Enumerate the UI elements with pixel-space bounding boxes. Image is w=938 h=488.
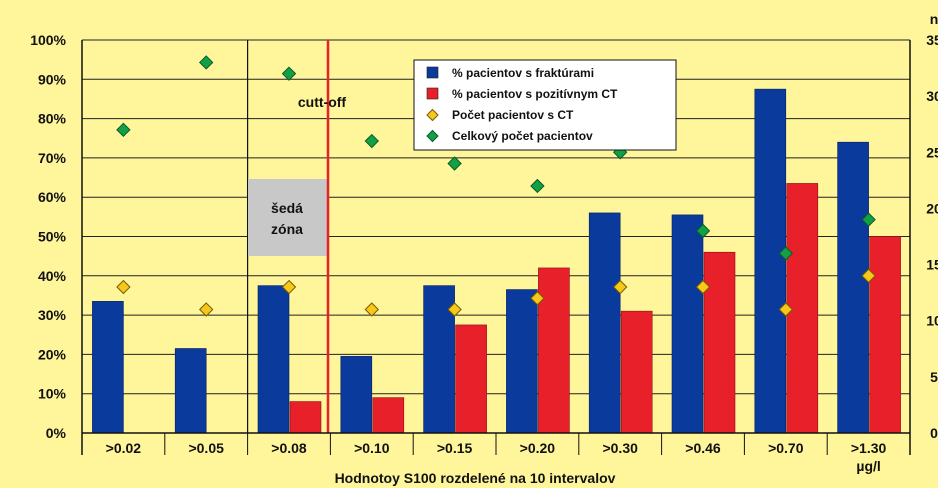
gray-zone-box [248, 179, 327, 256]
legend-swatch [426, 87, 439, 100]
bar-fractures [837, 141, 869, 434]
marker-patients-ct [612, 279, 628, 295]
legend-label: % pacientov s pozitívnym CT [452, 87, 618, 101]
x-tick-label: >0.02 [106, 440, 142, 456]
x-tick-label: >0.30 [602, 440, 638, 456]
marker-total-patients [530, 178, 545, 194]
legend-swatch [426, 108, 439, 122]
gray-zone-label: šedá [271, 200, 303, 216]
axes: 0% 10% 20% 30% 40% 50% 60% 70% 80% 90% 100% 0 5 10 15 2… [30, 11, 938, 486]
bar-positive-ct [869, 236, 901, 434]
marker-patients-ct [695, 279, 711, 295]
marker-patients-ct [364, 302, 380, 317]
x-tick-label: >0.20 [520, 440, 556, 456]
marker-patients-ct [116, 279, 131, 295]
y-right-tick-label: 20 [926, 200, 938, 216]
bar-positive-ct [703, 251, 736, 434]
bars [92, 88, 901, 434]
y-left-tick-label: 90% [38, 71, 67, 87]
y-left-tick-label: 40% [38, 268, 67, 284]
marker-patients-ct [530, 291, 545, 306]
x-tick-label: >1.30 [851, 440, 887, 456]
y-left-tick-label: 70% [38, 150, 67, 166]
marker-patients-ct [281, 279, 297, 295]
y-right-tick-label: 30 [926, 88, 938, 104]
x-tick-label: >0.46 [685, 440, 721, 456]
y-right-tick-label: 35 [926, 32, 938, 48]
bar-fractures [174, 348, 207, 434]
y-right-axis-label: n [930, 11, 938, 27]
marker-total-patients [778, 246, 794, 261]
bar-positive-ct [372, 397, 405, 434]
y-right-tick-label: 0 [930, 425, 938, 441]
bar-positive-ct [620, 310, 653, 434]
cutoff-label: cutt-off [298, 94, 347, 110]
x-tick-label: >0.05 [188, 440, 224, 456]
marker-total-patients [364, 133, 380, 149]
y-right-tick-label: 10 [926, 313, 938, 329]
marker-total-patients [695, 223, 711, 239]
x-tick-label: >0.70 [768, 440, 804, 456]
bar-fractures [506, 289, 538, 434]
marker-patients-ct [447, 302, 462, 317]
annotations: šedá zóna cutt-off [247, 40, 347, 433]
marker-patients-ct [198, 302, 214, 317]
legend-label: % pacientov s fraktúrami [452, 66, 594, 80]
y-left-tick-label: 10% [38, 386, 67, 402]
y-left-tick-label: 100% [30, 32, 66, 48]
legend-label: Celkový počet pacientov [452, 129, 593, 143]
bar-fractures [340, 356, 373, 434]
marker-total-patients [281, 66, 297, 81]
y-right-tick-label: 5 [930, 369, 938, 385]
marker-total-patients [198, 55, 214, 70]
bar-fractures [588, 212, 621, 434]
bar-fractures [92, 301, 124, 434]
marker-patients-ct [861, 268, 876, 284]
bar-positive-ct [455, 324, 487, 434]
y-left-tick-label: 50% [38, 229, 67, 245]
y-left-tick-label: 60% [38, 189, 67, 205]
bar-fractures [754, 88, 787, 434]
bar-positive-ct [289, 401, 322, 434]
marker-total-patients [447, 156, 462, 171]
y-right-tick-label: 25 [926, 144, 938, 160]
legend-swatch [426, 129, 439, 143]
bar-fractures [257, 285, 290, 434]
legend: % pacientov s fraktúrami % pacientov s po… [413, 59, 677, 151]
y-left-tick-label: 20% [38, 346, 67, 362]
bar-fractures [671, 214, 704, 434]
marker-patients-ct [778, 302, 794, 317]
y-left-tick-label: 0% [46, 425, 67, 441]
x-tick-label: >0.10 [354, 440, 390, 456]
legend-label: Počet pacientov s CT [452, 108, 574, 122]
bar-positive-ct [786, 183, 819, 434]
x-axis-title: Hodnotoy S100 rozdelené na 10 intervalov [335, 470, 616, 486]
marker-total-patients [116, 122, 131, 138]
legend-box [413, 59, 677, 151]
x-unit-label: µg/l [856, 458, 880, 474]
bar-positive-ct [538, 267, 570, 434]
gray-zone-label: zóna [271, 221, 303, 237]
y-left-tick-label: 30% [38, 307, 67, 323]
marker-total-patients [861, 212, 876, 227]
markers [116, 55, 876, 317]
y-right-tick-label: 15 [926, 257, 938, 273]
x-tick-label: >0.15 [437, 440, 473, 456]
legend-swatch [426, 66, 439, 79]
x-tick-label: >0.08 [271, 440, 307, 456]
y-left-tick-label: 80% [38, 111, 67, 127]
